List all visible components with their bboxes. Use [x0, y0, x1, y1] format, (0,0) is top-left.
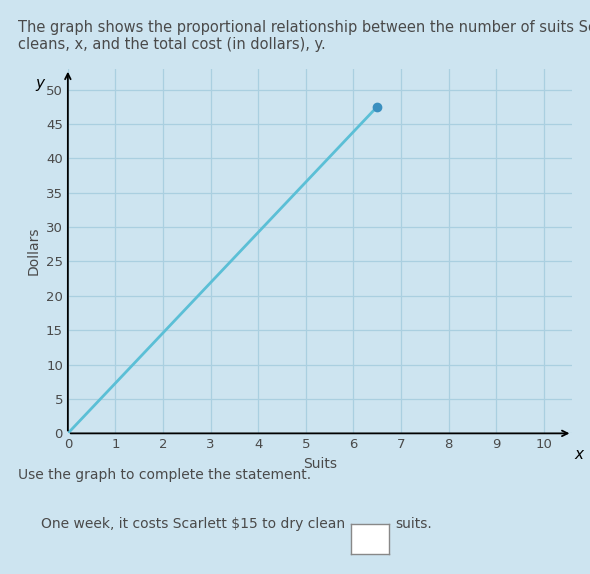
X-axis label: Suits: Suits [303, 457, 337, 471]
Text: Use the graph to complete the statement.: Use the graph to complete the statement. [18, 468, 311, 482]
Text: y: y [35, 76, 44, 91]
Text: cleans, x, and the total cost (in dollars), y.: cleans, x, and the total cost (in dollar… [18, 37, 326, 52]
Text: suits.: suits. [395, 517, 432, 530]
Y-axis label: Dollars: Dollars [27, 227, 41, 276]
Text: The graph shows the proportional relationship between the number of suits Scarle: The graph shows the proportional relatio… [18, 20, 590, 35]
Text: One week, it costs Scarlett $15 to dry clean: One week, it costs Scarlett $15 to dry c… [41, 517, 345, 530]
Text: x: x [575, 447, 584, 462]
